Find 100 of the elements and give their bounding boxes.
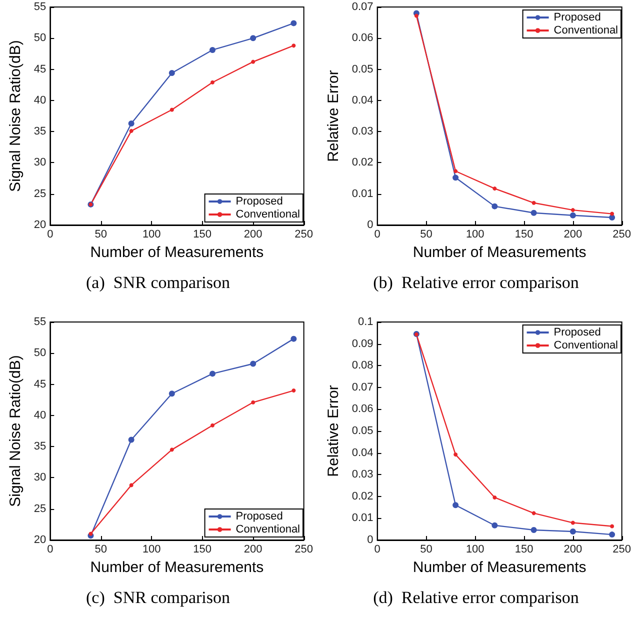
x-tick-label: 100 <box>466 228 484 240</box>
y-tick-label: 0 <box>367 534 374 546</box>
point <box>129 128 134 133</box>
y-tick-label: 0.04 <box>352 94 374 106</box>
x-tick-label: 250 <box>294 228 314 240</box>
x-tick-label: 50 <box>94 228 107 240</box>
legend-label: Proposed <box>554 326 601 338</box>
point <box>530 210 537 216</box>
y-tick-label: 0.02 <box>352 156 374 169</box>
point <box>492 186 497 191</box>
y-tick-label: 0.04 <box>352 446 374 459</box>
legend-label: Conventional <box>554 24 618 36</box>
point <box>570 520 575 525</box>
y-tick-label: 0.05 <box>352 425 374 437</box>
y-tick-label: 0.05 <box>352 63 374 76</box>
x-tick-label: 50 <box>94 544 107 556</box>
point <box>170 448 174 452</box>
y-tick-label: 35 <box>34 126 46 138</box>
point <box>492 495 497 500</box>
x-tick-label: 100 <box>142 544 161 556</box>
y-tick-label: 55 <box>34 1 46 13</box>
point <box>168 390 175 397</box>
point <box>210 46 216 53</box>
point <box>251 60 256 64</box>
x-tick-label: 100 <box>466 544 484 556</box>
y-tick-label: 50 <box>34 347 46 360</box>
point <box>210 370 216 377</box>
text: (a) SNR comparison <box>86 273 230 292</box>
point <box>292 388 296 393</box>
y-tick-label: 0.07 <box>352 381 374 394</box>
y-tick-label: 40 <box>34 409 46 422</box>
x-tick-label: 50 <box>420 228 432 240</box>
point <box>210 80 214 84</box>
y-axis-title: Signal Noise Ratio(dB) <box>7 40 24 192</box>
point <box>492 522 498 528</box>
x-axis-title: Number of Measurements <box>90 244 264 261</box>
point <box>170 108 174 112</box>
x-tick-label: 200 <box>244 228 262 240</box>
y-tick-label: 0 <box>367 219 374 231</box>
y-tick-label: 25 <box>34 188 46 200</box>
y-tick-label: 35 <box>34 440 46 453</box>
x-tick-label: 200 <box>564 544 582 556</box>
point <box>452 502 459 508</box>
point <box>609 532 616 538</box>
x-axis-title: Number of Measurements <box>90 558 264 576</box>
point <box>290 20 297 26</box>
point <box>168 70 175 76</box>
x-axis-title: Number of Measurements <box>412 558 586 576</box>
y-tick-label: 30 <box>34 156 46 169</box>
y-tick-label: 0.09 <box>352 338 374 350</box>
point <box>454 169 458 174</box>
legend-label: Proposed <box>554 12 601 24</box>
x-tick-label: 150 <box>514 544 534 556</box>
y-tick-label: 20 <box>34 534 46 546</box>
point <box>250 360 256 367</box>
x-tick-label: 100 <box>142 228 161 240</box>
text: (b) Relative error comparison <box>373 273 580 292</box>
point <box>570 528 576 534</box>
x-axis-title: Number of Measurements <box>412 244 586 261</box>
point <box>251 400 256 404</box>
y-tick-label: 55 <box>34 316 46 328</box>
y-tick-label: 25 <box>34 502 46 515</box>
y-tick-label: 45 <box>34 378 46 390</box>
point <box>570 208 575 212</box>
x-tick-label: 150 <box>193 228 212 240</box>
x-tick-label: 200 <box>564 228 582 240</box>
point <box>532 200 536 205</box>
x-tick-label: 150 <box>193 544 212 556</box>
text: (c) SNR comparison <box>86 588 230 607</box>
y-tick-label: 45 <box>34 63 46 76</box>
y-tick-label: 50 <box>34 32 46 44</box>
y-tick-label: 0.06 <box>352 403 374 416</box>
point <box>414 14 418 18</box>
point <box>452 174 459 181</box>
point <box>609 214 616 221</box>
x-tick-label: 250 <box>612 544 632 556</box>
point <box>292 44 296 48</box>
legend-label: Conventional <box>236 208 300 220</box>
point <box>454 452 458 457</box>
x-tick-label: 200 <box>244 544 262 556</box>
y-tick-label: 40 <box>34 94 46 106</box>
y-tick-label: 0.06 <box>352 32 374 44</box>
legend-label: Conventional <box>554 340 618 352</box>
y-tick-label: 0.03 <box>352 126 374 138</box>
y-axis-title: Relative Error <box>325 385 342 477</box>
y-tick-label: 20 <box>34 219 46 231</box>
point <box>492 203 498 210</box>
point <box>210 423 214 428</box>
x-tick-label: 250 <box>294 544 314 556</box>
y-axis-title: Relative Error <box>325 70 342 162</box>
legend-label: Proposed <box>236 196 283 208</box>
y-tick-label: 0.07 <box>352 1 374 13</box>
legend-label: Proposed <box>236 510 283 522</box>
point <box>250 35 256 42</box>
point <box>532 511 536 516</box>
point <box>570 212 576 218</box>
point <box>129 483 134 488</box>
x-tick-label: 50 <box>420 544 432 556</box>
y-tick-label: 0.02 <box>352 490 374 502</box>
y-tick-label: 0.01 <box>352 512 374 524</box>
